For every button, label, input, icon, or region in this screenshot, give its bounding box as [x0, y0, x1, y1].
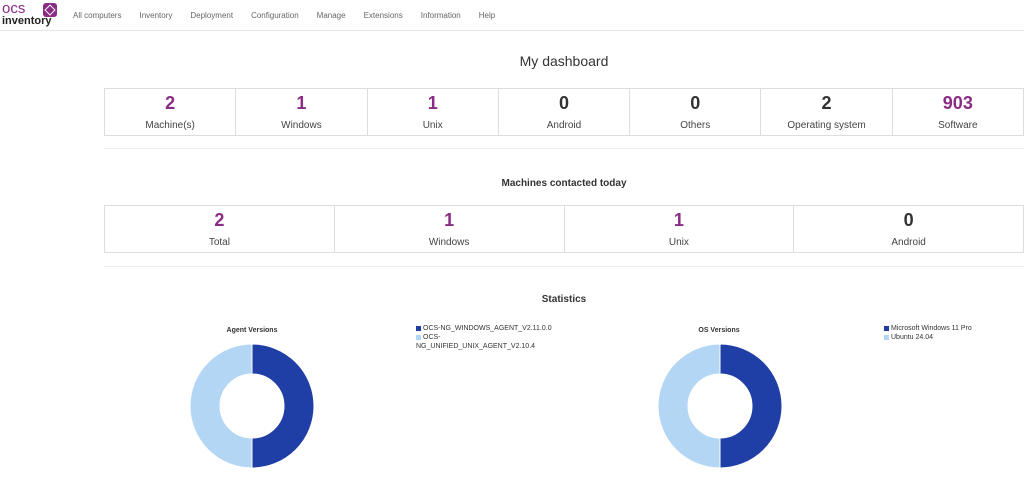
donut-slice-2[interactable]: [189, 343, 253, 469]
agent-versions-donut-chart: [189, 343, 315, 469]
stat-value: 1: [296, 93, 307, 113]
stat-label: Total: [208, 237, 230, 248]
stat-operating-system: 2 Operating system: [761, 89, 893, 135]
menu-deployment[interactable]: Deployment: [190, 11, 234, 20]
divider: [104, 266, 1024, 267]
legend-label: OCS-NG_WINDOWS_AGENT_V2.11.0.0: [423, 325, 552, 332]
legend-label: NG_UNIFIED_UNIX_AGENT_V2.10.4: [416, 343, 536, 350]
contacted-android: 0 Android: [794, 206, 1023, 252]
stat-label: Operating system: [787, 120, 866, 131]
stat-android: 0 Android: [499, 89, 631, 135]
contacted-total[interactable]: 2 Total: [105, 206, 335, 252]
stat-value: 1: [427, 93, 438, 113]
menu-configuration[interactable]: Configuration: [251, 11, 299, 20]
legend-item[interactable]: OCS-NG_WINDOWS_AGENT_V2.11.0.0: [416, 324, 566, 333]
legend-swatch: [416, 326, 421, 331]
menu-extensions[interactable]: Extensions: [363, 11, 403, 20]
legend-label: Microsoft Windows 11 Pro: [891, 325, 972, 332]
stat-label: Software: [938, 120, 978, 131]
os-versions-donut-chart: [657, 343, 783, 469]
contacted-summary: 2 Total 1 Windows 1 Unix 0 Android: [104, 205, 1024, 253]
stat-value: 0: [903, 210, 914, 230]
stat-label: Android: [546, 120, 582, 131]
contacted-unix[interactable]: 1 Unix: [565, 206, 795, 252]
menu-all-computers[interactable]: All computers: [73, 11, 122, 20]
legend-swatch: [884, 326, 889, 331]
logo-text-inventory: inventory: [2, 15, 52, 27]
legend-swatch: [416, 335, 421, 340]
stat-machines[interactable]: 2 Machine(s): [105, 89, 237, 135]
logo-text-ocs: ocs: [2, 0, 26, 17]
legend-swatch: [884, 335, 889, 340]
menu-manage[interactable]: Manage: [316, 11, 346, 20]
agent-versions-legend: OCS-NG_WINDOWS_AGENT_V2.11.0.0 OCS- NG_UNI…: [416, 324, 566, 351]
logo-diamond-icon: [43, 3, 57, 17]
stat-value: 0: [558, 93, 569, 113]
legend-item[interactable]: Ubuntu 24.04: [884, 333, 1014, 342]
agent-versions-chart-title: Agent Versions: [226, 327, 278, 334]
ocs-inventory-logo[interactable]: ocs inventory: [2, 0, 58, 28]
stat-label: Machine(s): [145, 120, 195, 131]
stat-label: Others: [680, 120, 711, 131]
stat-label: Windows: [428, 237, 470, 248]
stat-value: 2: [214, 210, 225, 230]
stat-label: Unix: [668, 237, 689, 248]
contacted-title: Machines contacted today: [501, 178, 627, 189]
stat-value: 1: [673, 210, 684, 230]
legend-item[interactable]: Microsoft Windows 11 Pro: [884, 324, 1014, 333]
donut-slice-1[interactable]: [719, 343, 783, 469]
top-navbar: ocs inventory All computers Inventory De…: [0, 0, 1024, 31]
donut-slice-1[interactable]: [251, 343, 315, 469]
donut-slice-2[interactable]: [657, 343, 721, 469]
statistics-title: Statistics: [541, 294, 587, 305]
menu-information[interactable]: Information: [420, 11, 461, 20]
legend-label: OCS-: [423, 334, 441, 341]
stat-value: 2: [821, 93, 832, 113]
page-title: My dashboard: [519, 53, 609, 69]
divider: [104, 148, 1024, 149]
stat-value: 903: [942, 93, 973, 113]
stat-value: 1: [444, 210, 455, 230]
os-versions-chart-title: OS Versions: [698, 327, 740, 334]
stat-windows[interactable]: 1 Windows: [236, 89, 368, 135]
contacted-windows[interactable]: 1 Windows: [335, 206, 565, 252]
os-versions-legend: Microsoft Windows 11 Pro Ubuntu 24.04: [884, 324, 1014, 342]
stat-unix[interactable]: 1 Unix: [368, 89, 499, 135]
stat-label: Unix: [422, 120, 443, 131]
main-menu: All computers Inventory Deployment Confi…: [64, 0, 504, 31]
legend-label: Ubuntu 24.04: [891, 334, 934, 341]
stat-value: 0: [690, 93, 701, 113]
stat-label: Android: [891, 237, 926, 248]
stat-software[interactable]: 903 Software: [893, 89, 1023, 135]
legend-item[interactable]: OCS- NG_UNIFIED_UNIX_AGENT_V2.10.4: [416, 333, 566, 351]
dashboard-summary: 2 Machine(s) 1 Windows 1 Unix 0 Android …: [104, 88, 1024, 136]
menu-inventory[interactable]: Inventory: [139, 11, 173, 20]
menu-help[interactable]: Help: [478, 11, 496, 20]
stat-others: 0 Others: [630, 89, 762, 135]
stat-label: Windows: [281, 120, 322, 131]
stat-value: 2: [165, 93, 176, 113]
